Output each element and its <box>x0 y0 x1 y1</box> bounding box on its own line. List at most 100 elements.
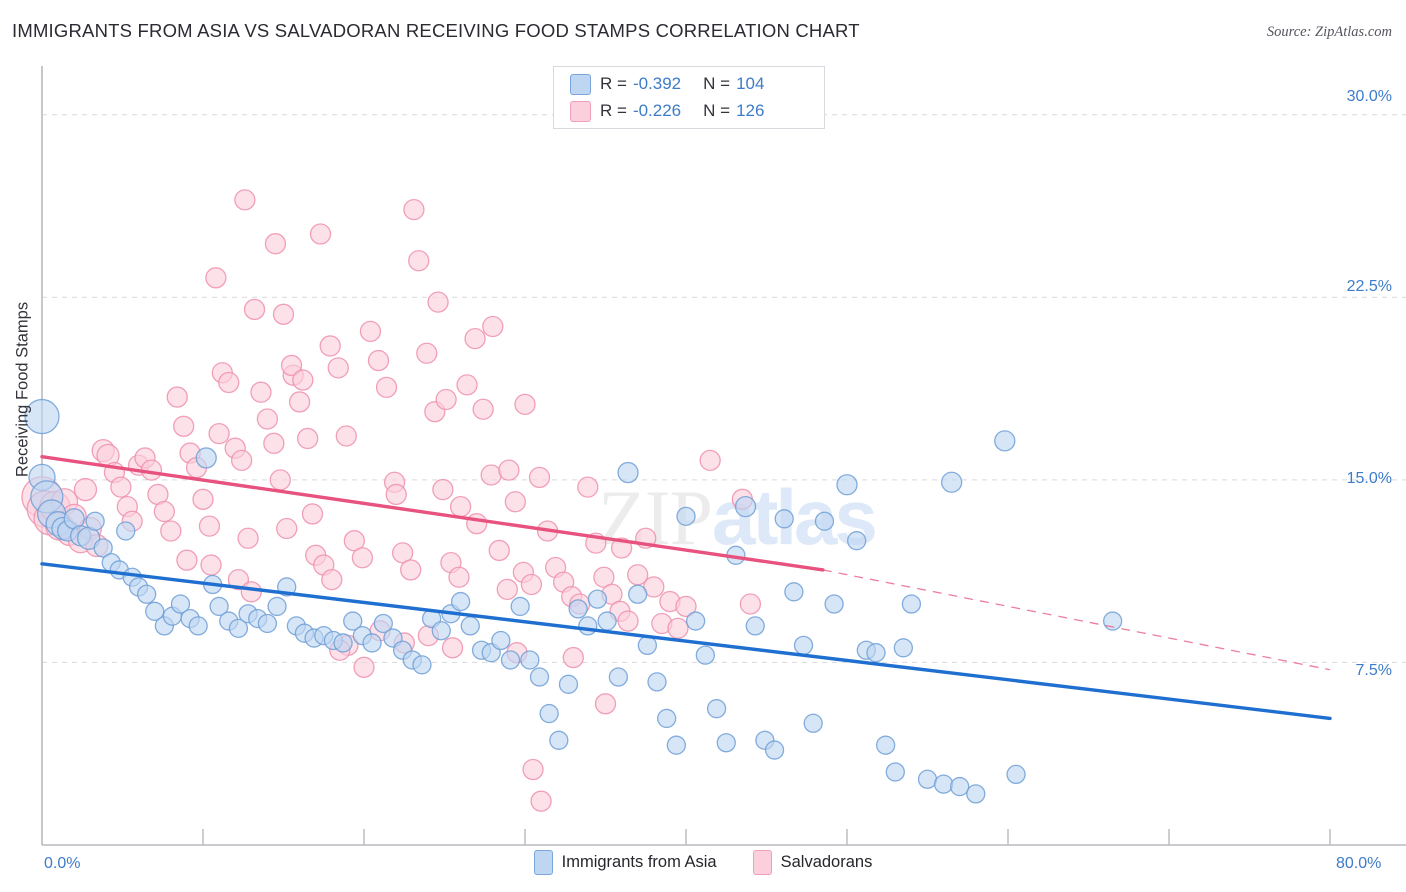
data-point <box>176 549 198 571</box>
data-point <box>734 495 757 518</box>
data-point <box>578 616 598 636</box>
legend-r-value-1: -0.226 <box>632 101 682 120</box>
data-point <box>256 408 279 430</box>
data-point <box>227 569 250 591</box>
x-tick-label-min: 0.0% <box>44 855 81 872</box>
data-point <box>208 422 230 445</box>
data-point <box>435 388 457 411</box>
data-point <box>288 391 311 413</box>
data-point <box>514 393 536 416</box>
data-point <box>375 376 398 398</box>
data-point <box>793 635 814 656</box>
series-legend-item-asia[interactable]: Immigrants from Asia <box>533 850 717 875</box>
data-point <box>218 371 240 394</box>
data-point <box>173 415 195 437</box>
data-point <box>784 582 804 602</box>
data-point <box>373 613 393 634</box>
series-label-asia: Immigrants from Asia <box>561 853 717 871</box>
data-point <box>491 630 511 651</box>
series-swatch-salvadorans <box>752 850 772 875</box>
trendline-dashed-salvadorans <box>822 569 1331 671</box>
data-point <box>296 427 319 450</box>
data-point <box>195 447 217 469</box>
correlation-legend: R = -0.392 N = 104 R = -0.226 N = 126 <box>553 66 825 129</box>
data-point <box>85 511 105 531</box>
series-points-salvadorans <box>21 189 762 812</box>
data-point <box>116 521 136 541</box>
data-point <box>335 425 357 447</box>
data-point <box>472 398 494 420</box>
data-point <box>558 674 579 694</box>
data-point <box>950 776 970 797</box>
data-point <box>500 650 521 670</box>
data-point <box>237 527 259 549</box>
data-point <box>110 476 132 498</box>
data-point <box>351 547 374 569</box>
data-point <box>257 613 278 634</box>
data-point <box>917 769 938 789</box>
series-legend: Immigrants from Asia Salvadorans <box>0 850 1406 875</box>
data-point <box>847 531 867 551</box>
data-point <box>994 430 1016 452</box>
page-title: IMMIGRANTS FROM ASIA VS SALVADORAN RECEI… <box>12 20 860 41</box>
data-point <box>250 381 272 403</box>
data-point <box>520 573 543 596</box>
legend-n-value-0: 104 <box>736 74 765 93</box>
data-point <box>577 476 599 498</box>
data-point <box>228 618 249 638</box>
data-point <box>234 189 256 211</box>
legend-row-salvadorans: R = -0.226 N = 126 <box>570 98 824 125</box>
y-tick-label-1: 22.5% <box>1346 278 1392 295</box>
trendline-asia <box>40 562 1332 721</box>
data-point <box>529 667 550 687</box>
data-point <box>73 477 98 502</box>
data-point <box>966 784 986 804</box>
data-point <box>608 667 629 687</box>
data-point <box>587 589 608 609</box>
data-point <box>412 655 432 675</box>
data-point <box>136 584 157 604</box>
data-point <box>496 578 518 601</box>
data-point <box>327 357 349 379</box>
data-point <box>400 559 422 581</box>
data-point <box>597 611 617 631</box>
y-tick-label-3: 7.5% <box>1355 662 1392 679</box>
data-point <box>885 762 905 782</box>
data-point <box>280 354 303 377</box>
data-point <box>628 584 648 604</box>
y-axis-title: Receiving Food Stamps <box>13 301 32 478</box>
data-point <box>539 703 559 724</box>
data-point <box>269 469 291 491</box>
data-point <box>803 713 823 733</box>
data-point <box>321 569 343 591</box>
data-point <box>814 511 835 531</box>
data-point <box>647 672 667 692</box>
trendline-salvadorans <box>40 455 825 572</box>
scatter-points-layer <box>21 189 1123 812</box>
data-point <box>460 616 480 636</box>
data-point <box>301 503 324 525</box>
data-point <box>562 646 584 669</box>
legend-r-value-0: -0.392 <box>632 74 682 93</box>
data-point <box>416 342 438 364</box>
legend-n-label-1: N = <box>703 101 731 120</box>
data-point <box>510 596 530 617</box>
data-point <box>391 542 414 564</box>
data-point <box>774 509 794 529</box>
legend-row-asia: R = -0.392 N = 104 <box>570 71 824 98</box>
data-point <box>24 398 60 435</box>
data-point <box>675 595 697 618</box>
series-legend-item-salvadorans[interactable]: Salvadorans <box>752 850 872 875</box>
data-point <box>593 566 615 588</box>
data-point <box>866 643 886 663</box>
data-point <box>504 491 526 513</box>
data-point <box>706 699 727 719</box>
data-point <box>695 645 715 665</box>
data-point <box>464 327 486 350</box>
data-point <box>309 223 332 245</box>
data-point <box>343 611 363 631</box>
data-point <box>480 464 502 486</box>
data-point <box>824 594 844 614</box>
legend-n-value-1: 126 <box>736 101 765 120</box>
